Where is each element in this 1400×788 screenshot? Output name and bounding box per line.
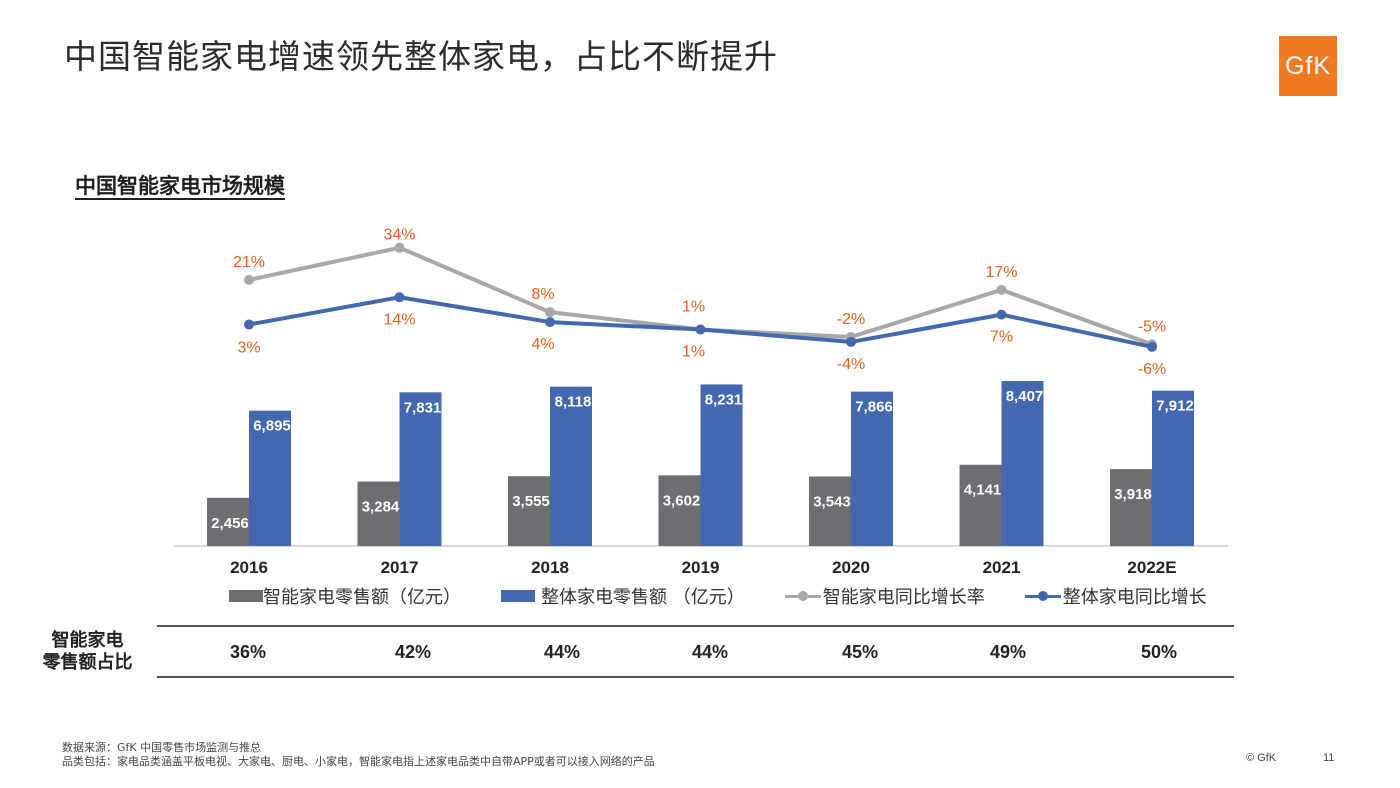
bar-label-smart-2017: 3,284 [362,499,400,516]
legend-label: 智能家电零售额（亿元） [263,587,461,608]
bar-label-total-2016: 6,895 [253,418,291,435]
smart-growth-point-2021 [996,284,1007,295]
share-table-header: 智能家电 零售额占比 [30,630,145,674]
total-growth-point-2022E [1147,341,1157,352]
bar-label-smart-2018: 3,555 [512,493,550,510]
bar-label-total-2021: 8,407 [1006,388,1044,405]
total-growth-label-2018: 4% [531,336,554,353]
smart-growth-label-2022E: -5% [1138,318,1166,335]
bar-smart-2019 [658,475,701,546]
total-growth-point-2021 [996,309,1007,320]
legend-item-total-growth: 整体家电同比增长 [1024,583,1207,609]
share-table-bottom-rule [157,676,1234,678]
category-label-2022E: 2022E [1127,558,1176,577]
category-label-2018: 2018 [531,558,569,577]
legend-swatch [784,590,821,602]
chart-legend: 智能家电零售额（亿元） 整体家电零售额 （亿元） 智能家电同比增长率 整体家电同… [229,583,1247,609]
smart-growth-label-2021: 17% [985,264,1017,281]
copyright: © GfK [1246,752,1277,764]
smart-growth-label-2016: 21% [233,254,265,271]
share-table-top-rule [157,625,1234,627]
total-growth-point-2018 [545,317,555,328]
smart-growth-point-2017 [394,242,405,253]
gfk-logo: GfK [1279,36,1337,96]
bar-smart-2021 [959,464,1002,546]
total-growth-label-2020: -4% [837,356,865,373]
smart-growth-label-2020: -2% [837,311,865,328]
smart-growth-label-2018: 8% [531,286,554,303]
bar-total-2017 [399,392,442,546]
section-title: 中国智能家电市场规模 [75,174,285,198]
total-growth-label-2017: 14% [383,311,415,328]
legend-swatch [1024,590,1061,602]
share-value-2022e: 50% [1140,642,1178,662]
bar-label-smart-2016: 2,456 [211,515,249,532]
total-growth-label-2016: 3% [237,340,260,357]
legend-label: 整体家电零售额 （亿元） [541,587,745,608]
bar-smart-2018 [508,476,550,546]
smart-growth-point-2018 [545,307,555,318]
bar-total-2022E [1152,390,1194,546]
category-label-2016: 2016 [230,558,268,577]
legend-swatch [229,590,263,602]
bar-total-2016 [249,410,291,546]
total-growth-point-2020 [846,336,856,347]
category-label-2019: 2019 [682,558,720,577]
bar-label-smart-2022E: 3,918 [1114,486,1152,503]
bar-smart-2017 [357,481,400,546]
bar-smart-2016 [207,497,249,546]
legend-swatch [501,590,535,602]
legend-item-total-sales: 整体家电零售额 （亿元） [501,583,745,609]
page-title: 中国智能家电增速领先整体家电，占比不断提升 [64,37,778,76]
bar-total-2021 [1001,381,1044,546]
share-value-2020: 45% [841,642,879,662]
bar-total-2019 [700,384,743,546]
bar-label-total-2018: 8,118 [555,394,592,411]
smart-growth-point-2016 [244,274,254,285]
smart-growth-label-2019: 1% [682,299,705,316]
bar-total-2018 [550,386,592,546]
share-header-line-2: 零售额占比 [42,652,133,673]
bar-label-total-2017: 7,831 [404,399,442,416]
bar-label-smart-2019: 3,602 [663,492,701,509]
bar-smart-2022E [1110,469,1152,546]
bar-label-smart-2020: 3,543 [813,493,851,510]
category-label-2021: 2021 [983,558,1021,577]
legend-label: 智能家电同比增长率 [822,587,985,608]
bar-total-2020 [851,391,893,546]
total-growth-point-2017 [394,292,405,303]
footnote-categories: 品类包括：家电品类涵盖平板电视、大家电、厨电、小家电，智能家电指上述家电品类中自… [62,755,655,768]
page-number: 11 [1323,752,1335,764]
legend-item-smart-growth: 智能家电同比增长率 [784,583,985,609]
share-value-2019: 44% [691,642,729,662]
bar-label-total-2022E: 7,912 [1156,398,1194,415]
legend-label: 整体家电同比增长 [1062,587,1207,608]
total-growth-point-2016 [244,319,254,330]
market-size-chart: 2,456 6,895 2016 3,284 7,831 2017 3,555 8,118 20… [174,227,1228,577]
share-header-line-1: 智能家电 [51,630,124,651]
footnote-source: 数据来源：GfK 中国零售市场监测与推总 [62,741,262,754]
bar-label-total-2020: 7,866 [855,399,893,416]
legend-item-smart-sales: 智能家电零售额（亿元） [229,583,461,609]
bar-smart-2020 [809,476,851,546]
total-growth-label-2021: 7% [990,329,1013,346]
bar-label-smart-2021: 4,141 [964,482,1002,499]
bar-label-total-2019: 8,231 [705,391,743,408]
share-value-2016: 36% [229,642,267,662]
total-growth-label-2022E: -6% [1138,361,1166,378]
total-growth-label-2019: 1% [682,344,705,361]
category-label-2017: 2017 [381,558,419,577]
smart-growth-label-2017: 34% [383,227,415,244]
total-growth-point-2019 [695,324,706,335]
share-value-2018: 44% [543,642,581,662]
share-value-2017: 42% [394,642,432,662]
category-label-2020: 2020 [832,558,870,577]
share-value-2021: 49% [989,642,1027,662]
